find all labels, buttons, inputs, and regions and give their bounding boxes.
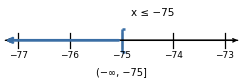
Text: −77: −77 (9, 51, 28, 60)
Text: −76: −76 (60, 51, 79, 60)
Text: −75: −75 (112, 51, 131, 60)
Text: x ≤ −75: x ≤ −75 (131, 8, 174, 18)
Text: −74: −74 (164, 51, 183, 60)
Text: (−∞, −75]: (−∞, −75] (96, 67, 147, 77)
Text: −73: −73 (215, 51, 234, 60)
